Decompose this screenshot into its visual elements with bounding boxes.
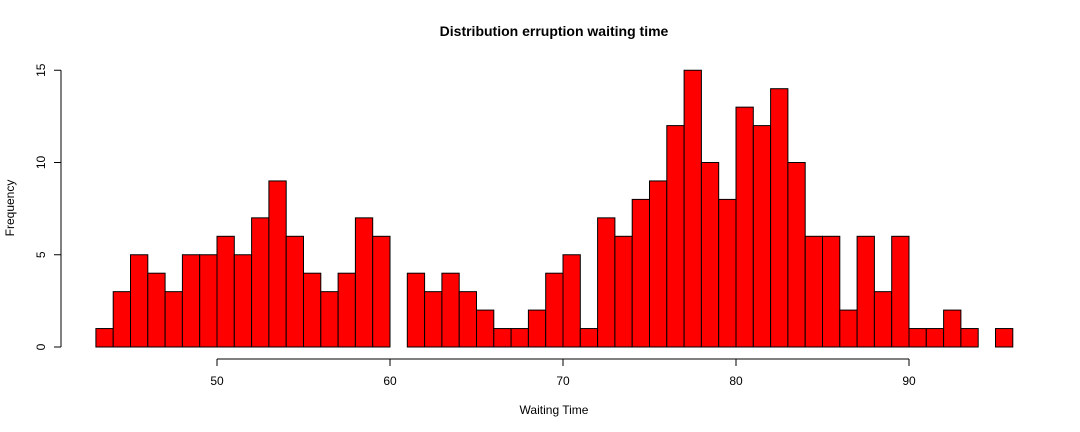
histogram-bar xyxy=(960,328,979,348)
chart-title: Distribution erruption waiting time xyxy=(440,23,669,39)
histogram-bar xyxy=(787,162,806,348)
histogram-bar xyxy=(666,125,685,348)
histogram-bar xyxy=(925,328,945,348)
histogram-bar xyxy=(164,291,183,348)
histogram-bar xyxy=(822,235,841,348)
x-tick-label: 80 xyxy=(729,374,743,388)
histogram-bar xyxy=(354,217,374,348)
y-tick-label: 10 xyxy=(34,156,48,170)
histogram-bar xyxy=(95,328,114,348)
y-tick-label: 5 xyxy=(34,251,48,258)
x-tick-label: 90 xyxy=(902,374,916,388)
histogram-bar xyxy=(545,272,564,348)
histogram-bar xyxy=(199,254,218,348)
histogram-bar xyxy=(579,328,599,348)
histogram-bar xyxy=(856,235,875,348)
histogram-bar xyxy=(493,328,512,348)
histogram-bar xyxy=(268,180,287,348)
histogram-bar xyxy=(527,309,547,348)
x-axis-label: Waiting Time xyxy=(520,403,589,417)
x-tick-label: 60 xyxy=(383,374,397,388)
histogram-bar xyxy=(804,235,824,348)
histogram-bar xyxy=(700,162,720,348)
histogram-bar xyxy=(614,235,633,348)
histogram-bar xyxy=(251,217,270,348)
y-tick-label: 0 xyxy=(34,343,48,350)
x-tick-label: 70 xyxy=(556,374,570,388)
histogram-bar xyxy=(406,272,426,348)
y-tick-label: 15 xyxy=(34,63,48,77)
histogram-bar xyxy=(649,180,668,348)
histogram-bar xyxy=(147,272,166,348)
histogram-bar xyxy=(735,106,754,348)
histogram-bar xyxy=(943,309,962,348)
histogram-bar xyxy=(424,291,443,348)
histogram-bar xyxy=(216,235,235,348)
histogram-bar xyxy=(320,291,339,348)
histogram-bar xyxy=(476,309,495,348)
histogram-bar xyxy=(631,198,651,348)
histogram-bar xyxy=(337,272,356,348)
histogram-bar xyxy=(908,328,927,348)
histogram-bar xyxy=(562,254,581,348)
histogram-bar xyxy=(839,309,858,348)
histogram-bar xyxy=(597,217,616,348)
histogram-bar xyxy=(458,291,478,348)
histogram-bar xyxy=(130,254,149,348)
histogram-bar xyxy=(233,254,253,348)
x-axis: 50 60 70 80 90 xyxy=(210,358,916,388)
bars-group xyxy=(95,69,1014,348)
y-axis: 0 5 10 15 xyxy=(34,63,62,350)
y-axis-label: Frequency xyxy=(3,180,17,237)
histogram-bar xyxy=(770,88,789,348)
histogram-bar xyxy=(372,235,391,348)
histogram-bar xyxy=(181,254,201,348)
histogram-bar xyxy=(683,69,702,348)
histogram-bar xyxy=(441,272,460,348)
x-tick-label: 50 xyxy=(210,374,224,388)
histogram-bar xyxy=(891,235,910,348)
histogram-bar xyxy=(873,291,893,348)
histogram-bar xyxy=(285,235,305,348)
histogram-bar xyxy=(112,291,131,348)
histogram-bar xyxy=(510,328,529,348)
histogram-bar xyxy=(752,125,772,348)
histogram-bar xyxy=(995,328,1014,348)
histogram-bar xyxy=(718,198,737,348)
histogram-bar xyxy=(303,272,322,348)
